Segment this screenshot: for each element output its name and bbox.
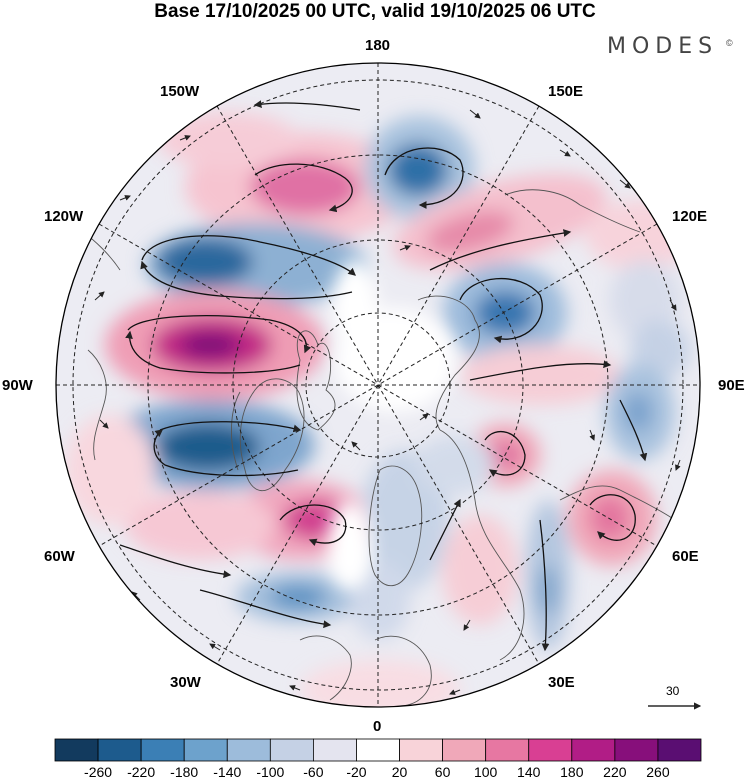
colorbar-tick-label: -260	[84, 764, 113, 780]
colorbar-tick-label: 20	[391, 764, 408, 780]
colorbar-tick-label: 260	[646, 764, 670, 780]
reference-vector-label: 30	[666, 684, 680, 698]
brand-copyright-mark: ©	[726, 38, 733, 48]
anomaly-positive	[158, 112, 298, 168]
anomaly-negative	[623, 392, 653, 432]
lon-label-180: 180	[365, 37, 391, 54]
lon-label-150w: 150W	[160, 83, 200, 100]
anomaly-negative	[538, 565, 558, 615]
colorbar-tick-label: -60	[303, 764, 324, 780]
map-title: Base 17/10/2025 00 UTC, valid 19/10/2025…	[154, 1, 596, 22]
streamlines	[119, 100, 648, 652]
anomaly-negative	[350, 560, 410, 640]
colorbar-tick-label: 60	[434, 764, 451, 780]
colorbar-tick-label: 180	[560, 764, 584, 780]
anomaly-negative	[475, 291, 535, 335]
colorbar-tick-label: -20	[346, 764, 367, 780]
anomaly-positive	[180, 332, 240, 358]
anomaly-negative	[415, 435, 495, 495]
graticule	[56, 63, 700, 707]
anomaly-negative	[157, 238, 253, 286]
lon-label-120w: 120W	[44, 208, 84, 225]
anomaly-positive	[125, 490, 275, 560]
brand-logo: MODES	[607, 34, 719, 59]
coastlines	[79, 189, 676, 707]
colorbar-tick-label: 140	[517, 764, 541, 780]
anomaly-positive	[426, 211, 514, 253]
lon-label-0: 0	[373, 718, 382, 735]
colorbar-tick-label: 100	[473, 764, 498, 780]
lon-label-60w: 60W	[44, 548, 75, 565]
anomaly-negative	[388, 144, 448, 196]
lon-label-90w: 90W	[2, 377, 33, 394]
anomaly-positive	[442, 515, 518, 625]
anomaly-positive	[65, 415, 155, 525]
lon-label-60e: 60E	[672, 548, 699, 565]
colorbar-tick-label: 220	[603, 764, 627, 780]
anomaly-positive	[460, 345, 620, 405]
anomaly-negative	[156, 423, 260, 471]
lon-label-120e: 120E	[672, 208, 708, 225]
map-boundary	[55, 62, 701, 708]
anomaly-negative	[270, 585, 326, 609]
colorbar-tick-label: -220	[127, 764, 156, 780]
colorbar-tick-label: -140	[213, 764, 242, 780]
colorbar-tick-label: -180	[170, 764, 199, 780]
anomaly-positive	[590, 496, 630, 540]
lon-label-150e: 150E	[548, 83, 584, 100]
lon-label-30w: 30W	[170, 674, 201, 691]
anomaly-positive	[250, 159, 360, 215]
neutral-zone	[328, 260, 455, 590]
lon-label-90e: 90E	[718, 377, 745, 394]
lon-label-30e: 30E	[548, 674, 575, 691]
anomaly-negative	[610, 260, 680, 340]
colorbar-tick-label: -100	[256, 764, 285, 780]
